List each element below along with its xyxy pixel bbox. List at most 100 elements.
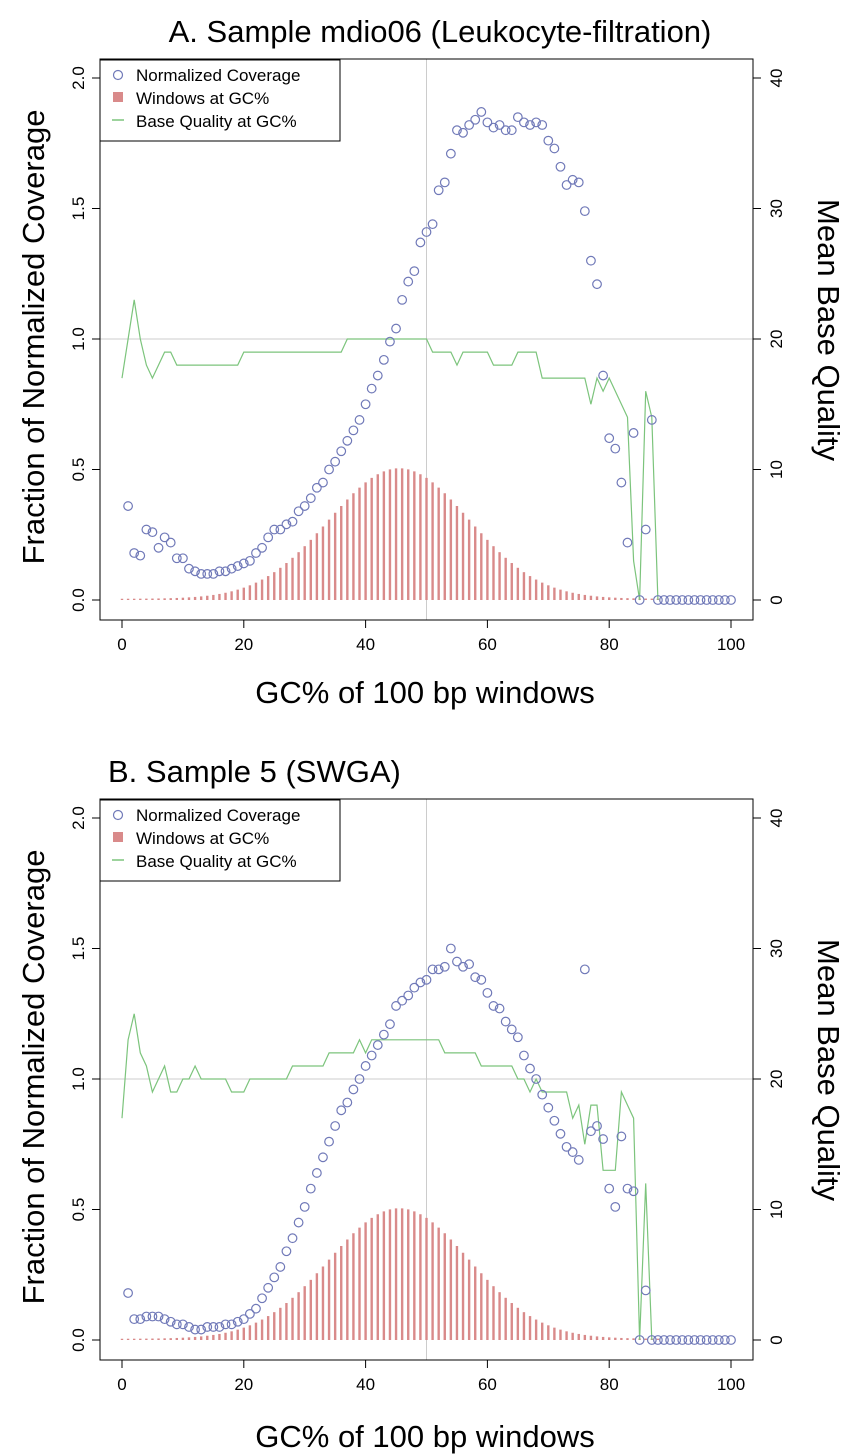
coverage-point	[701, 595, 712, 605]
panel-a-x-axis-title: GC% of 100 bp windows	[255, 675, 594, 710]
coverage-point	[665, 1335, 675, 1345]
x-tick-label: 20	[234, 1375, 253, 1394]
windows-series	[120, 1208, 660, 1340]
coverage-point	[726, 595, 736, 605]
coverage-point	[671, 1335, 682, 1345]
coverage-point	[713, 595, 724, 605]
y2-tick-label: 20	[767, 1070, 786, 1089]
coverage-point	[318, 1152, 328, 1163]
coverage-point	[171, 1319, 182, 1330]
coverage-point	[458, 127, 468, 138]
coverage-point	[244, 555, 255, 566]
coverage-point	[482, 987, 493, 998]
coverage-point	[433, 185, 444, 196]
coverage-point	[653, 595, 663, 605]
coverage-point	[311, 1168, 322, 1178]
y2-tick-label: 10	[767, 1200, 786, 1219]
coverage-point	[159, 1314, 170, 1325]
y-tick-label: 2.0	[69, 66, 88, 90]
y2-tick-label: 40	[767, 69, 786, 88]
coverage-point	[701, 1335, 712, 1345]
coverage-point	[324, 464, 334, 475]
x-tick-label: 80	[600, 635, 619, 654]
coverage-point	[354, 1074, 365, 1084]
panel-b-title: B. Sample 5 (SWGA)	[108, 754, 401, 789]
coverage-point	[500, 125, 511, 136]
coverage-point	[196, 569, 207, 579]
coverage-point	[348, 1084, 359, 1095]
x-tick-label: 100	[717, 635, 745, 654]
y-tick-label: 1.0	[69, 327, 88, 351]
x-tick-label: 40	[356, 1375, 375, 1394]
panel-b-legend: Normalized Coverage Windows at GC% Base …	[99, 799, 341, 882]
coverage-point	[720, 1335, 730, 1345]
coverage-point	[391, 1001, 401, 1011]
coverage-point	[586, 1126, 596, 1137]
coverage-point	[707, 1335, 718, 1345]
x-tick-label: 20	[234, 635, 253, 654]
coverage-point	[275, 1262, 286, 1272]
coverage-point	[263, 1282, 274, 1293]
coverage-point	[378, 1029, 389, 1040]
coverage-point	[604, 433, 615, 444]
coverage-point	[537, 1089, 548, 1100]
coverage-point	[464, 959, 475, 970]
legend-windows-label: Windows at GC%	[136, 89, 269, 108]
coverage-point	[391, 323, 401, 334]
legend-windows-symbol	[113, 92, 123, 102]
coverage-point	[305, 493, 316, 504]
coverage-point	[653, 1335, 663, 1345]
legend-quality-label: Base Quality at GC%	[136, 112, 297, 131]
coverage-point	[628, 428, 639, 438]
coverage-point	[366, 1050, 377, 1061]
coverage-point	[646, 1335, 657, 1345]
legend-quality-label: Base Quality at GC%	[136, 852, 297, 871]
legend-coverage-symbol	[112, 809, 124, 821]
coverage-point	[604, 1183, 615, 1194]
coverage-point	[354, 415, 365, 425]
coverage-point	[226, 563, 237, 574]
panel-a-title: A. Sample mdio06 (Leukocyte-filtration)	[169, 14, 712, 49]
coverage-point	[147, 527, 158, 538]
coverage-point	[153, 542, 164, 553]
coverage-point	[299, 1201, 310, 1212]
coverage-point	[579, 206, 590, 217]
coverage-point	[622, 1183, 633, 1194]
x-tick-label: 60	[478, 635, 497, 654]
coverage-point	[129, 548, 140, 558]
coverage-point	[232, 561, 243, 571]
y2-tick-label: 30	[767, 199, 786, 218]
coverage-point	[257, 1293, 267, 1304]
coverage-point	[713, 1335, 724, 1345]
x-tick-label: 0	[117, 635, 126, 654]
coverage-point	[232, 1316, 243, 1327]
y-tick-label: 2.0	[69, 806, 88, 830]
base-quality-line	[121, 299, 659, 601]
coverage-point	[281, 519, 292, 530]
y-tick-label: 0.0	[69, 588, 88, 612]
legend-coverage-label: Normalized Coverage	[136, 806, 300, 825]
coverage-point	[452, 956, 462, 967]
coverage-point	[476, 107, 487, 117]
coverage-point	[695, 1335, 706, 1345]
coverage-point	[494, 1003, 505, 1014]
panel-a: A. Sample mdio06 (Leukocyte-filtration) …	[16, 14, 846, 710]
coverage-point	[324, 1136, 334, 1147]
panel-a-legend: Normalized Coverage Windows at GC% Base …	[99, 59, 341, 142]
coverage-point	[214, 566, 225, 577]
coverage-point	[287, 1233, 298, 1244]
coverage-point	[598, 370, 609, 381]
coverage-point	[293, 506, 304, 517]
coverage-point	[184, 1322, 194, 1332]
coverage-point	[445, 943, 456, 954]
coverage-point	[726, 1335, 736, 1345]
coverage-point	[318, 477, 328, 488]
coverage-point	[397, 995, 408, 1006]
coverage-point	[573, 177, 584, 188]
coverage-point	[659, 595, 669, 605]
coverage-point	[244, 1308, 255, 1319]
coverage-point	[598, 1134, 609, 1144]
coverage-point	[683, 1335, 694, 1345]
coverage-point	[330, 456, 341, 467]
coverage-point	[403, 990, 414, 1001]
